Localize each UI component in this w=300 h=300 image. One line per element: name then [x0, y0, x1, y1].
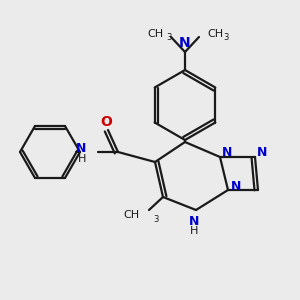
Text: N: N	[231, 180, 242, 193]
Text: 3: 3	[166, 34, 171, 43]
Text: N: N	[76, 142, 86, 154]
Text: N: N	[179, 36, 191, 50]
Text: O: O	[100, 115, 112, 129]
Text: N: N	[222, 146, 232, 158]
Text: 3: 3	[153, 215, 158, 224]
Text: H: H	[78, 154, 86, 164]
Text: CH: CH	[207, 29, 223, 39]
Text: CH: CH	[123, 210, 139, 220]
Text: 3: 3	[223, 34, 228, 43]
Text: N: N	[189, 215, 199, 228]
Text: CH: CH	[147, 29, 163, 39]
Text: H: H	[190, 226, 198, 236]
Text: N: N	[257, 146, 267, 158]
